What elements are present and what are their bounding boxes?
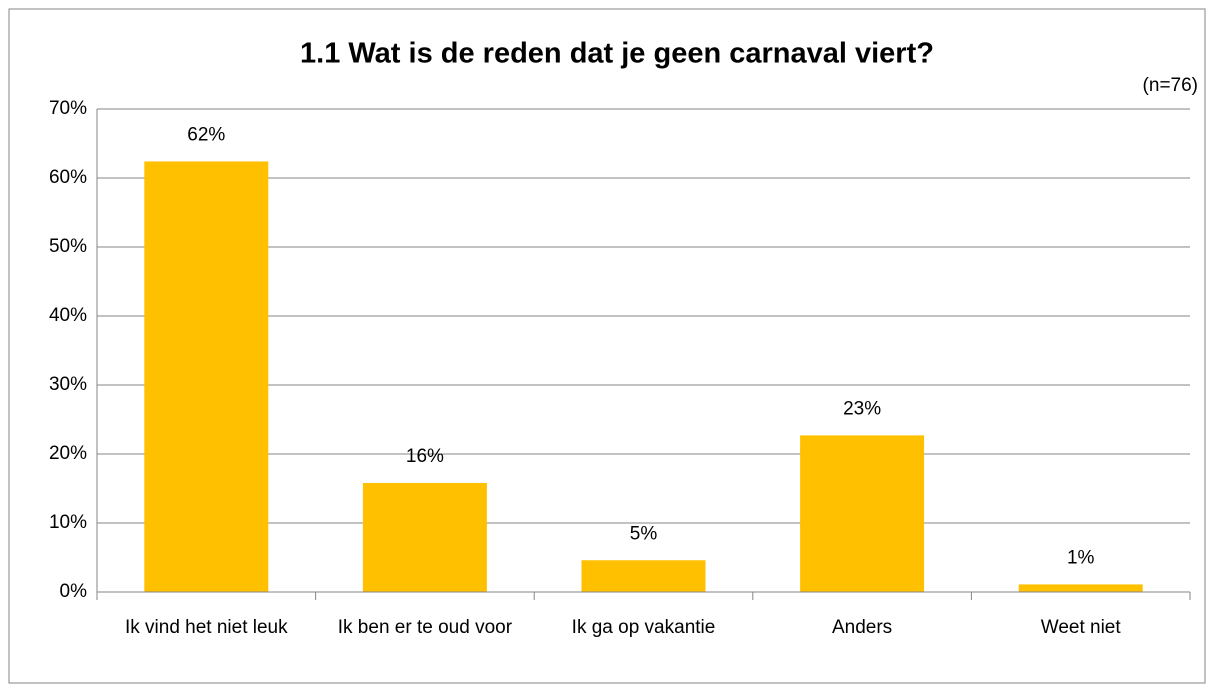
bar: [144, 161, 269, 592]
bar: [362, 482, 487, 592]
x-tick-label: Anders: [832, 617, 892, 638]
bar: [581, 560, 706, 592]
value-label: 23%: [843, 398, 881, 419]
y-tick-label: 40%: [49, 305, 87, 326]
x-tick-label: Ik ben er te oud voor: [338, 617, 513, 638]
value-label: 1%: [1067, 547, 1095, 568]
y-tick-label: 60%: [49, 167, 87, 188]
bar: [1018, 584, 1143, 592]
y-tick-label: 0%: [60, 581, 88, 602]
x-tick-label: Ik ga op vakantie: [572, 617, 716, 638]
y-tick-label: 70%: [49, 98, 87, 119]
y-tick-label: 10%: [49, 512, 87, 533]
value-label: 62%: [187, 124, 225, 145]
chart-subtitle: (n=76): [1143, 75, 1198, 96]
chart-title: 1.1 Wat is de reden dat je geen carnaval…: [300, 38, 934, 70]
value-label: 5%: [630, 523, 658, 544]
y-tick-label: 20%: [49, 443, 87, 464]
value-label: 16%: [406, 446, 444, 467]
x-tick-label: Ik vind het niet leuk: [125, 617, 288, 638]
bar: [800, 435, 925, 592]
x-tick-label: Weet niet: [1041, 617, 1122, 638]
y-tick-label: 30%: [49, 374, 87, 395]
y-tick-label: 50%: [49, 236, 87, 257]
